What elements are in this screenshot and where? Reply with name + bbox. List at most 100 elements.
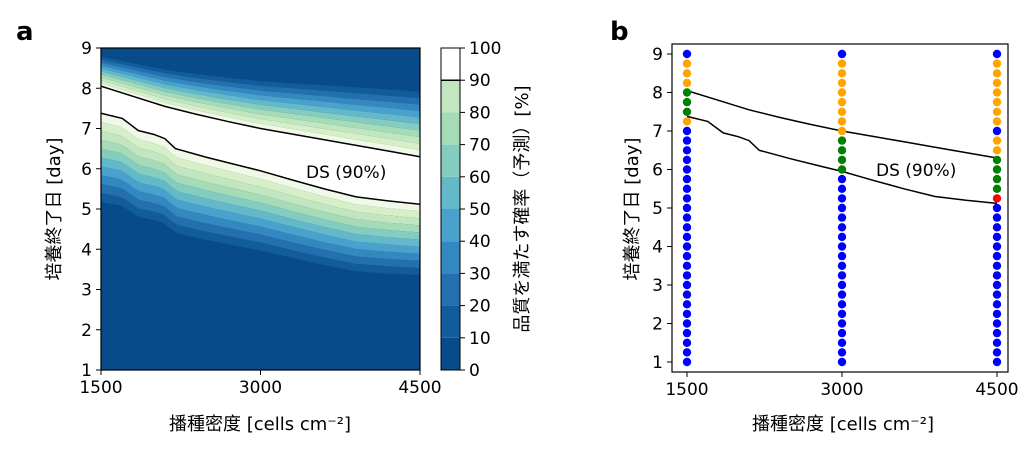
ds-lower-line (101, 112, 420, 205)
scatter-point (837, 88, 847, 97)
scatter-point (682, 146, 692, 155)
contour-band-lower (101, 148, 420, 240)
scatter-point (992, 290, 1002, 299)
scatter-point (837, 184, 847, 193)
scatter-point (992, 69, 1002, 78)
scatter-point (837, 117, 847, 126)
scatter-point (682, 300, 692, 309)
scatter-point (992, 97, 1002, 107)
scatter-point (837, 146, 847, 155)
y-tick-label-b: 5 (652, 199, 663, 219)
scatter-point (682, 271, 692, 280)
scatter-point (682, 49, 692, 59)
scatter-point (837, 213, 847, 222)
colorbar-tick-label: 80 (469, 103, 491, 123)
scatter-point (837, 155, 847, 165)
y-axis-label-b: 培養終了日 [day] (622, 138, 643, 281)
scatter-point (682, 184, 692, 193)
scatter-point (837, 338, 847, 347)
contour-band-upper (101, 74, 420, 138)
y-tick-label-b: 8 (652, 84, 663, 104)
y-tick-label-a: 4 (81, 240, 92, 260)
colorbar-segment (441, 337, 460, 370)
scatter-point (837, 280, 847, 290)
scatter-point (682, 88, 692, 97)
scatter-point (682, 78, 692, 88)
contour-band-upper (101, 56, 420, 99)
scatter-point (992, 155, 1002, 165)
ds-lower-line-b (686, 115, 998, 205)
colorbar-segment (441, 80, 460, 113)
scatter-point (837, 300, 847, 309)
panel-b-label: b (610, 17, 629, 47)
contour-band-lower (101, 139, 420, 233)
y-tick-label-b: 9 (652, 45, 663, 65)
scatter-point (992, 300, 1002, 309)
contour-band-upper (101, 83, 420, 157)
colorbar-tick-label: 20 (469, 297, 491, 317)
ds-label-a: DS (90%) (306, 163, 386, 183)
scatter-point (992, 78, 1002, 88)
x-tick-label-a: 1500 (79, 378, 122, 398)
contour-band-lower (101, 192, 420, 275)
colorbar-segment (441, 273, 460, 306)
scatter-point (837, 271, 847, 280)
x-tick-label-a: 4500 (398, 378, 441, 398)
y-tick-label-b: 7 (652, 122, 663, 142)
y-tick-label-b: 1 (652, 353, 663, 373)
contour-band-upper (101, 80, 420, 151)
colorbar-tick-label: 50 (469, 200, 491, 220)
design-space-region (101, 86, 420, 205)
colorbar-tick-label: 60 (469, 168, 491, 188)
y-tick-label-a: 7 (81, 120, 92, 140)
scatter-point (682, 357, 692, 367)
scatter-point (992, 117, 1002, 126)
scatter-point (837, 107, 847, 117)
scatter-point (837, 78, 847, 88)
scatter-point (682, 348, 692, 357)
contour-band-upper (101, 62, 420, 112)
scatter-point (682, 107, 692, 117)
colorbar-tick-label: 0 (469, 361, 480, 381)
scatter-point (992, 309, 1002, 319)
scatter-point (682, 117, 692, 126)
x-tick-label-a: 3000 (239, 378, 282, 398)
colorbar-tick-label: 40 (469, 232, 491, 252)
scatter-point (682, 136, 692, 145)
colorbar-tick-label: 90 (469, 71, 491, 91)
scatter-point (837, 251, 847, 261)
scatter-point (837, 165, 847, 174)
scatter-point (682, 261, 692, 270)
scatter-point (992, 59, 1002, 68)
ds-upper-line (101, 85, 420, 158)
scatter-point (992, 203, 1002, 213)
scatter-point (682, 213, 692, 222)
scatter-point (682, 59, 692, 68)
scatter-point (682, 290, 692, 299)
contour-band-lower (101, 157, 420, 247)
scatter-point (992, 338, 1002, 347)
scatter-point (837, 328, 847, 338)
contour-band-upper (101, 59, 420, 105)
scatter-point (682, 155, 692, 165)
ds-label-b: DS (90%) (876, 161, 956, 181)
scatter-point (992, 213, 1002, 222)
scatter-point (682, 309, 692, 319)
scatter-point (682, 328, 692, 338)
y-tick-label-b: 3 (652, 276, 663, 296)
scatter-point (837, 126, 847, 136)
contour-band-lower (101, 130, 420, 226)
y-tick-label-b: 2 (652, 315, 663, 335)
contour-band-upper (101, 65, 420, 118)
scatter-point (682, 251, 692, 261)
scatter-point (837, 97, 847, 107)
colorbar-tick-label: 10 (469, 329, 491, 349)
scatter-point (682, 203, 692, 213)
scatter-point (837, 69, 847, 78)
contour-band-lower (101, 166, 420, 254)
colorbar: 0 10 20 30 40 50 60 70 80 90 100 (440, 39, 501, 381)
y-tick-label-a: 3 (81, 281, 92, 301)
colorbar-tick-label: 30 (469, 264, 491, 284)
scatter-point (992, 88, 1002, 97)
